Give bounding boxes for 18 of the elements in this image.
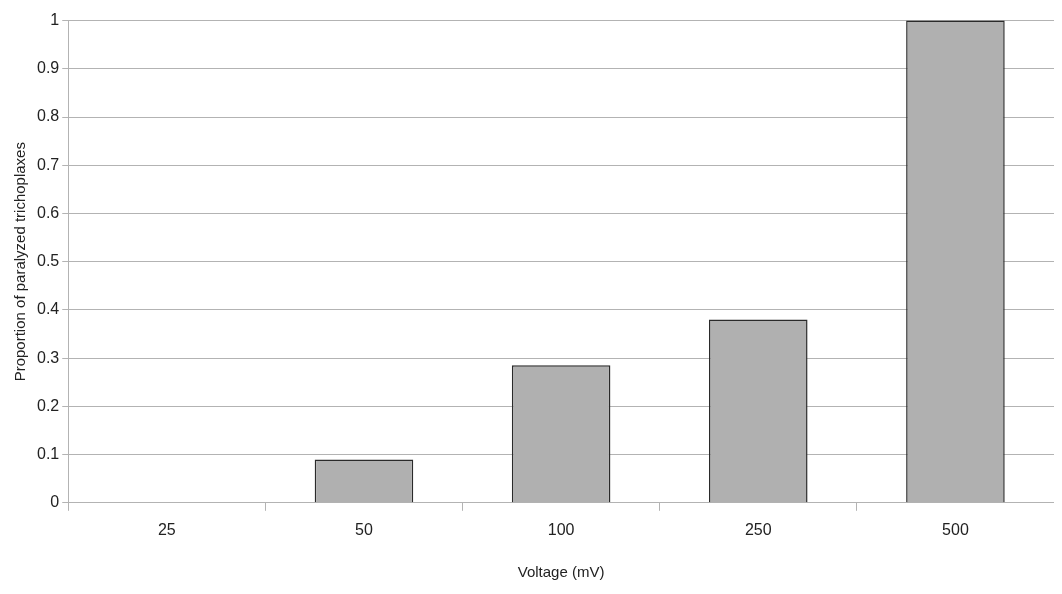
y-tick-label: 0.2 <box>36 396 60 414</box>
x-axis-title: Voltage (mV) <box>517 563 605 581</box>
y-tick-label: 0.9 <box>36 59 60 77</box>
y-tick-label: 0.6 <box>36 203 60 221</box>
x-tick-label: 25 <box>157 520 176 538</box>
y-tick-label: 0.1 <box>36 444 60 462</box>
x-tick-label: 100 <box>547 520 575 538</box>
y-tick-label: 0.4 <box>36 300 60 318</box>
x-tick-label: 250 <box>744 520 772 538</box>
y-tick-label: 1 <box>50 11 60 29</box>
x-tick-label: 500 <box>942 520 969 538</box>
y-tick-label: 0.8 <box>36 107 60 125</box>
x-tick-label: 50 <box>355 520 373 538</box>
y-tick-label: 0.5 <box>36 252 60 270</box>
y-axis-title: Proportion of paralyzed trichoplaxes <box>11 142 29 382</box>
y-tick-label: 0 <box>50 493 60 511</box>
y-tick-label: 0.7 <box>36 155 60 173</box>
y-tick-label: 0.3 <box>36 348 60 366</box>
